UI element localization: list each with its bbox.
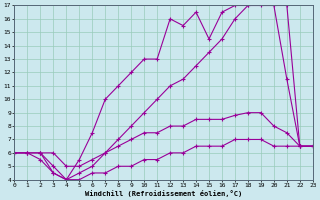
X-axis label: Windchill (Refroidissement éolien,°C): Windchill (Refroidissement éolien,°C): [85, 190, 242, 197]
